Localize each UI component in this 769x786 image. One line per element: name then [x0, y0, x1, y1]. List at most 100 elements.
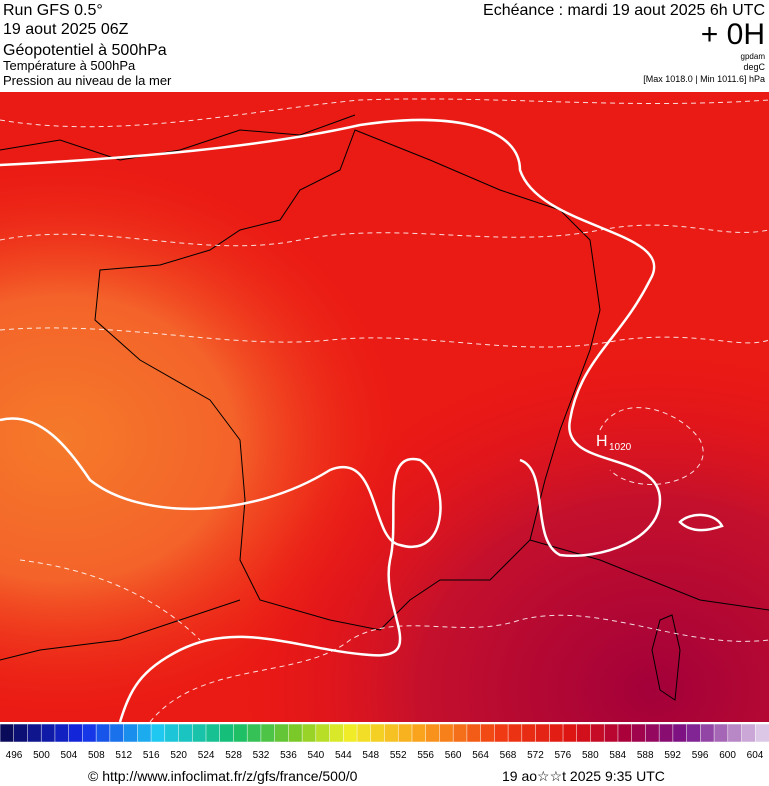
colorbar-swatch: [68, 723, 84, 743]
colorbar-swatch: [109, 723, 125, 743]
colorbar-swatch: [384, 723, 399, 743]
coastlines: [0, 114, 769, 701]
isobar: [678, 513, 724, 532]
colorbar-label: 584: [609, 750, 626, 761]
colorbar-label: 592: [664, 750, 681, 761]
colorbar-swatch: [466, 723, 482, 743]
colorbar-label: 560: [445, 750, 462, 761]
colorbar-swatch: [411, 723, 427, 743]
colorbar-swatch: [741, 723, 757, 743]
map: H 1020: [0, 92, 769, 723]
colorbar-label: 532: [253, 750, 270, 761]
colorbar-swatch: [603, 723, 619, 743]
colorbar-swatch: [658, 723, 674, 743]
colorbar-swatch: [246, 723, 262, 743]
colorbar-label: 516: [143, 750, 160, 761]
colorbar-swatch: [425, 723, 441, 743]
colorbar-swatch: [507, 723, 523, 743]
colorbar-swatch: [713, 723, 729, 743]
colorbar-swatch: [356, 723, 372, 743]
isobars: [0, 118, 724, 723]
colorbar-swatch: [617, 723, 633, 743]
colorbar-swatch: [192, 723, 207, 743]
contour: [149, 614, 769, 723]
spain-coast: [0, 599, 241, 661]
contours: [0, 98, 769, 723]
colorbar: 496 500 504 508 512 516 520 524 528 532 536 540 544 5…: [0, 723, 769, 761]
colorbar-swatch: [549, 723, 564, 743]
colorbar-swatch: [123, 723, 139, 743]
colorbar-swatch: [329, 723, 345, 743]
colorbar-swatch: [13, 723, 29, 743]
colorbar-swatch: [164, 723, 180, 743]
colorbar-swatch: [288, 723, 303, 743]
colorbar-swatch: [178, 723, 193, 743]
contour: [0, 327, 769, 348]
colorbar-swatch: [576, 723, 592, 743]
unit: degC: [743, 62, 765, 72]
colorbar-swatch: [137, 723, 152, 743]
colorbar-swatch: [397, 723, 413, 743]
colorbar-swatch: [301, 723, 317, 743]
colorbar-swatch: [343, 723, 358, 743]
colorbar-swatch: [0, 723, 15, 743]
contour: [0, 98, 769, 128]
echeance: Echéance : mardi 19 aout 2025 6h UTC: [483, 2, 765, 19]
colorbar-label: 556: [417, 750, 434, 761]
run-date: 19 aout 2025 06Z: [3, 21, 129, 38]
colorbar-label: 520: [170, 750, 187, 761]
colorbar-swatch: [315, 723, 331, 743]
colorbar-label: 512: [115, 750, 132, 761]
colorbar-label: 528: [225, 750, 242, 761]
colorbar-swatch: [672, 723, 688, 743]
colorbar-swatch: [494, 723, 509, 743]
colorbar-label: 572: [527, 750, 544, 761]
colorbar-label: 588: [637, 750, 654, 761]
colorbar-swatch: [219, 723, 235, 743]
colorbar-label: 564: [472, 750, 489, 761]
colorbar-label: 536: [280, 750, 297, 761]
high-value: 1020: [609, 442, 632, 453]
colorbar-label: 500: [33, 750, 50, 761]
isobar: [0, 118, 662, 557]
isobar: [0, 417, 442, 723]
colorbar-label: 496: [6, 750, 23, 761]
title: Run GFS 0.5°: [3, 2, 103, 19]
lead-time: + 0H: [701, 18, 765, 51]
colorbar-swatch: [535, 723, 551, 743]
header: Run GFS 0.5° 19 aout 2025 06Z Géopotenti…: [3, 2, 766, 88]
colorbar-swatch: [95, 723, 111, 743]
colorbar-swatch: [27, 723, 42, 743]
colorbar-swatch: [480, 723, 496, 743]
contour: [0, 224, 769, 247]
colorbar-label: 548: [362, 750, 379, 761]
colorbar-swatch: [590, 723, 605, 743]
field: Pression au niveau de la mer: [3, 73, 172, 88]
colorbar-label: 568: [500, 750, 517, 761]
colorbar-swatch: [645, 723, 660, 743]
unit: gpdam: [741, 52, 766, 61]
contour: [599, 407, 704, 485]
field: Géopotentiel à 500hPa: [3, 42, 167, 59]
colorbar-swatch: [439, 723, 454, 743]
high-letter: H: [596, 433, 608, 450]
colorbar-label: 540: [308, 750, 325, 761]
colorbar-label: 504: [61, 750, 78, 761]
colorbar-swatch: [40, 723, 56, 743]
colorbar-label: 544: [335, 750, 352, 761]
colorbar-swatch: [562, 723, 578, 743]
colorbar-label: 600: [719, 750, 736, 761]
colorbar-label: 576: [555, 750, 572, 761]
colorbar-swatch: [82, 723, 97, 743]
colorbar-swatch: [274, 723, 290, 743]
france-border: [94, 129, 601, 631]
colorbar-swatch: [755, 723, 769, 743]
colorbar-label: 552: [390, 750, 407, 761]
colorbar-swatch: [260, 723, 276, 743]
colorbar-label: 524: [198, 750, 215, 761]
contour: [19, 559, 201, 641]
colorbar-label: 604: [747, 750, 764, 761]
field: Température à 500hPa: [3, 58, 136, 73]
footer-url: © http://www.infoclimat.fr/z/gfs/france/…: [88, 768, 358, 784]
